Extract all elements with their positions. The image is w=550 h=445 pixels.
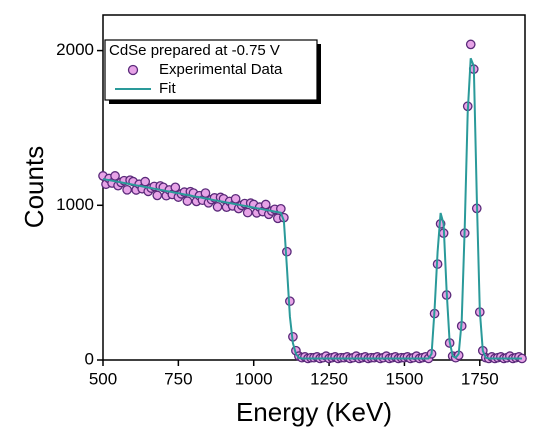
x-tick-label: 1250: [310, 369, 348, 388]
x-tick-label: 1500: [386, 369, 424, 388]
data-point: [182, 196, 193, 206]
data-point: [122, 184, 132, 195]
legend-marker: [127, 64, 139, 76]
plot-data: [98, 39, 527, 364]
x-tick-label: 750: [164, 369, 192, 388]
legend-title: CdSe prepared at -0.75 V: [109, 42, 280, 59]
x-tick-label: 1000: [235, 369, 273, 388]
data-point: [242, 207, 253, 218]
data-point: [200, 188, 211, 198]
legend-label: Fit: [159, 80, 176, 97]
data-point: [465, 39, 476, 50]
y-tick-label: 1000: [56, 195, 94, 214]
legend-label: Experimental Data: [159, 61, 283, 78]
x-tick-label: 500: [89, 369, 117, 388]
x-tick-label: 1750: [461, 369, 499, 388]
data-point: [260, 199, 271, 210]
data-point: [140, 176, 151, 187]
data-point: [212, 201, 223, 212]
data-point: [230, 193, 241, 204]
data-point: [170, 182, 181, 193]
data-point: [152, 190, 163, 201]
x-axis-title: Energy (KeV): [236, 397, 392, 427]
fit-line: [102, 57, 522, 360]
y-axis-title: Counts: [19, 146, 49, 228]
data-point: [110, 171, 120, 181]
y-tick-label: 2000: [56, 40, 94, 59]
y-tick-label: 0: [85, 349, 94, 368]
